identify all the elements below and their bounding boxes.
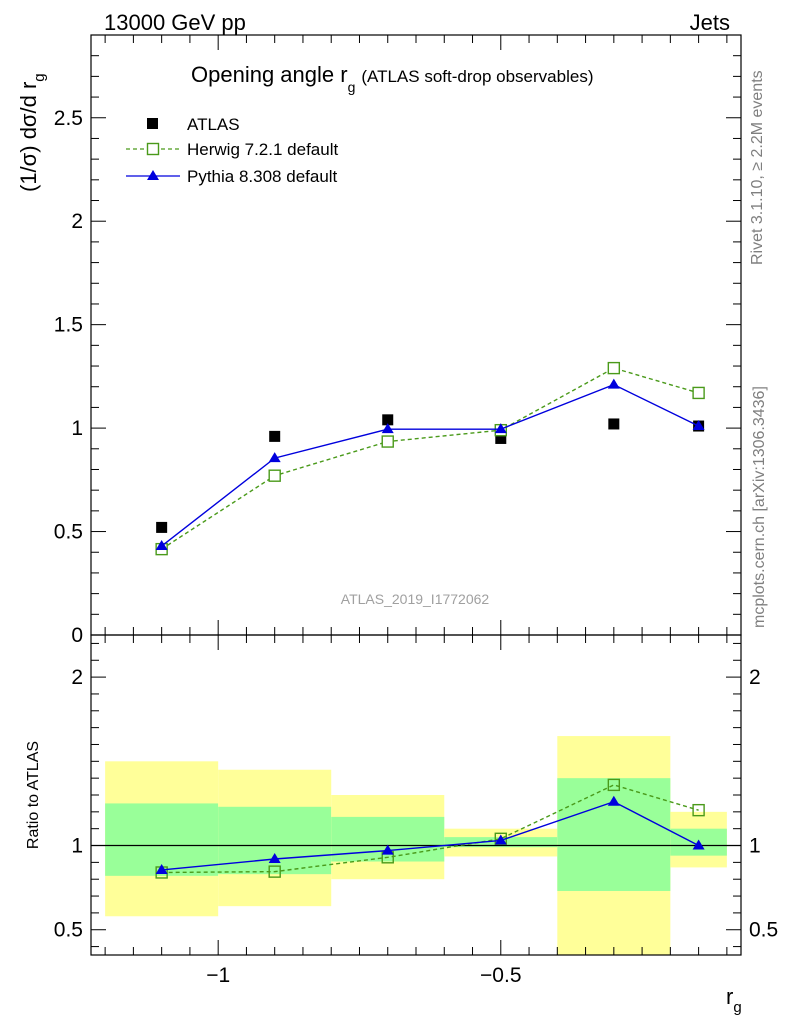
main-point-pythia xyxy=(268,452,281,463)
ratio-xtick-label: −1 xyxy=(206,964,230,987)
ratio-point-pythia xyxy=(607,795,620,806)
main-ytick-label: 0 xyxy=(71,624,83,647)
main-ytick-label: 0.5 xyxy=(54,521,83,544)
main-point-herwig xyxy=(692,386,705,400)
ratio-xlabel-sub: g xyxy=(733,999,741,1016)
legend-label-herwig: Herwig 7.2.1 default xyxy=(187,140,338,159)
ratio-point-herwig xyxy=(692,803,705,817)
main-title-suffix: (ATLAS soft-drop observables) xyxy=(361,67,593,86)
main-ytick-label: 1.5 xyxy=(54,314,83,337)
ratio-series-line-pythia xyxy=(161,800,699,871)
main-series-line-herwig xyxy=(161,367,699,550)
ratio-ytick-label-right: 2 xyxy=(749,666,761,689)
main-point-pythia xyxy=(607,378,620,389)
ratio-band-inner xyxy=(331,816,445,862)
ratio-point-herwig xyxy=(268,865,281,878)
main-point-herwig xyxy=(268,469,281,482)
main-title-text: Opening angle r xyxy=(191,62,348,87)
ratio-panel: 0.5 0.5 1 1 2 2 −1 −0.5 Ratio to ATLAS rg xyxy=(25,634,778,1016)
legend-label-pythia: Pythia 8.308 default xyxy=(187,167,338,186)
watermark: ATLAS_2019_I1772062 xyxy=(341,591,490,607)
main-point-pythia xyxy=(692,420,705,431)
main-ylabel: (1/σ) dσ/d rg xyxy=(16,73,48,192)
main-point-pythia xyxy=(155,540,168,551)
main-title-sub: g xyxy=(348,79,356,95)
ratio-band-inner xyxy=(557,778,671,891)
ratio-frame xyxy=(90,634,742,956)
ratio-ytick-label-right: 1 xyxy=(749,835,761,858)
main-point-atlas xyxy=(156,521,168,533)
ratio-ytick-label-right: 0.5 xyxy=(749,919,778,942)
main-point-atlas xyxy=(608,418,620,430)
main-ylabel-sub: g xyxy=(31,73,48,81)
ratio-band-inner xyxy=(218,806,332,875)
ratio-ytick-label-left: 1 xyxy=(71,835,83,858)
main-point-herwig xyxy=(607,361,621,375)
legend: ATLAS Herwig 7.2.1 default Pythia 8.308 … xyxy=(126,115,338,186)
main-panel: 00.511.522.5 Opening angle rg(ATLAS soft… xyxy=(16,34,742,647)
main-point-pythia xyxy=(494,423,507,434)
ratio-point-pythia xyxy=(381,844,394,855)
main-point-pythia xyxy=(381,423,394,434)
ratio-series-line-herwig xyxy=(161,784,699,874)
ratio-ytick-label-left: 2 xyxy=(71,666,83,689)
main-ylabel-text: (1/σ) dσ/d r xyxy=(16,82,41,192)
ratio-band-inner xyxy=(105,803,219,876)
header-left: 13000 GeV pp xyxy=(104,10,246,35)
ratio-point-herwig xyxy=(607,778,621,792)
main-point-atlas xyxy=(495,432,507,444)
ratio-xtick-label: −0.5 xyxy=(480,964,521,987)
main-title: Opening angle rg (ATLAS soft-drop observa… xyxy=(191,62,593,95)
legend-label-atlas: ATLAS xyxy=(187,115,240,134)
ratio-ytick-label-left: 0.5 xyxy=(54,919,83,942)
main-point-herwig xyxy=(381,435,394,448)
header-right: Jets xyxy=(690,10,730,35)
ratio-point-pythia xyxy=(155,863,168,874)
main-point-atlas xyxy=(382,414,394,426)
ratio-xlabel: rg xyxy=(726,984,742,1016)
ratio-point-pythia xyxy=(692,839,705,850)
main-ytick-label: 1 xyxy=(71,417,83,440)
ratio-ylabel: Ratio to ATLAS xyxy=(25,741,42,849)
legend-marker-herwig xyxy=(146,142,160,156)
ratio-xlabel-text: r xyxy=(726,984,733,1009)
ratio-point-pythia xyxy=(268,853,281,863)
main-ytick-label: 2.5 xyxy=(54,107,83,130)
legend-marker-pythia xyxy=(147,170,159,180)
mcplots-label: mcplots.cern.ch [arXiv:1306.3436] xyxy=(751,386,768,628)
main-ytick-label: 2 xyxy=(71,210,83,233)
main-point-atlas xyxy=(269,430,281,442)
ratio-point-pythia xyxy=(494,834,507,845)
rivet-label: Rivet 3.1.10, ≥ 2.2M events xyxy=(749,70,766,265)
legend-marker-atlas xyxy=(147,118,158,129)
main-series-line-pythia xyxy=(161,383,699,547)
